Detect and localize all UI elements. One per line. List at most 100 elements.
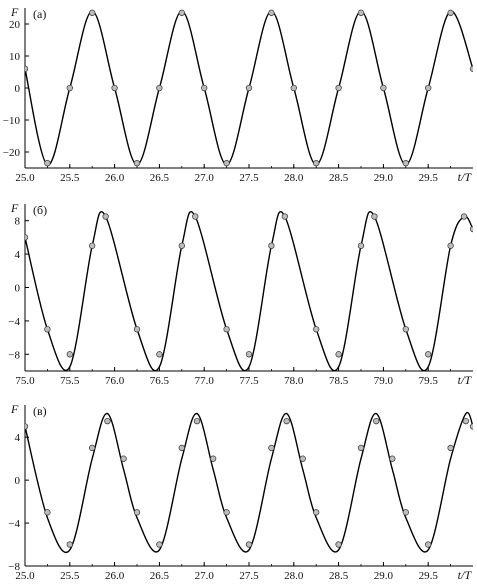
y-tick-label: −8	[8, 561, 20, 573]
y-tick-label: −8	[8, 349, 20, 361]
y-tick-label: 0	[15, 283, 21, 295]
x-tick-label: 27.5	[239, 570, 259, 582]
data-point	[335, 84, 342, 92]
y-tick-label: 0	[15, 83, 21, 95]
x-tick-label: 29.5	[419, 570, 439, 582]
data-point	[210, 455, 217, 462]
data-point	[389, 455, 396, 462]
data-point	[89, 242, 96, 249]
x-tick-label: 25.0	[15, 570, 35, 582]
x-tick-label: 26.5	[150, 570, 170, 582]
x-tick-label: 25.5	[60, 570, 80, 582]
data-point	[447, 444, 454, 452]
data-point	[44, 160, 51, 167]
x-tick-label: 28.5	[329, 172, 349, 184]
x-tick-label: 28.0	[284, 570, 304, 582]
data-point	[133, 509, 141, 516]
data-point	[313, 326, 320, 333]
data-point	[25, 423, 29, 430]
data-point	[447, 9, 454, 16]
x-axis-label: t/T	[458, 170, 473, 184]
data-point	[178, 242, 185, 249]
y-axis-label: F	[10, 402, 19, 416]
data-point	[290, 84, 297, 92]
data-point	[156, 84, 163, 92]
data-point	[223, 160, 230, 167]
data-point	[245, 541, 253, 548]
panel-label: (б)	[33, 203, 47, 217]
chart-panel-3: 25.0 25.5 26.0 26.5 27.0 27.5 28.0 28.5 29.0 29.5…	[8, 402, 473, 582]
data-point	[25, 234, 29, 241]
data-point	[425, 351, 432, 358]
data-point	[402, 160, 409, 167]
marker-series	[25, 9, 473, 167]
data-point	[89, 444, 96, 452]
x-tick-label: 77.5	[239, 375, 259, 387]
marker-series	[25, 417, 473, 548]
data-point	[178, 9, 185, 16]
data-point	[357, 9, 365, 16]
y-tick-label: −10	[3, 115, 21, 127]
data-point	[402, 509, 409, 516]
data-point	[133, 326, 141, 333]
x-tick-label: 26.0	[105, 570, 125, 582]
data-point	[373, 417, 380, 425]
data-point	[402, 326, 409, 333]
x-tick-label: 26.5	[150, 172, 170, 184]
x-tick-label: 76.5	[150, 375, 170, 387]
marker-series	[25, 213, 473, 358]
x-tick-label: 79.0	[374, 375, 394, 387]
data-point	[66, 84, 73, 92]
x-tick-label: 27.5	[239, 172, 259, 184]
x-tick-label: 79.5	[419, 375, 439, 387]
x-tick-label: 29.0	[374, 570, 394, 582]
x-tick-label: 25.0	[15, 172, 35, 184]
data-point	[469, 225, 473, 233]
y-axis-label: F	[10, 5, 19, 19]
x-tick-label: 27.0	[195, 172, 215, 184]
data-point	[460, 213, 468, 220]
data-point	[447, 242, 454, 249]
data-point	[425, 84, 432, 92]
x-axis-label: t/T	[458, 373, 473, 387]
data-point	[469, 423, 473, 430]
data-point	[156, 351, 163, 358]
data-point	[425, 541, 432, 548]
x-tick-label: 29.5	[419, 172, 439, 184]
data-point	[102, 213, 109, 220]
x-tick-label: 77.0	[195, 375, 215, 387]
x-tick-label: 28.0	[284, 172, 304, 184]
data-point	[193, 417, 201, 425]
x-tick-label: 28.5	[329, 570, 349, 582]
data-point	[44, 509, 51, 516]
data-point	[133, 160, 141, 167]
x-tick-label: 75.0	[15, 375, 35, 387]
data-point	[268, 444, 275, 452]
x-tick-label: 76.0	[105, 375, 125, 387]
data-point	[313, 160, 320, 167]
y-tick-label: −4	[8, 518, 20, 530]
data-point	[156, 541, 163, 548]
data-point	[66, 351, 73, 358]
data-point	[335, 351, 342, 358]
data-point	[299, 455, 306, 462]
chart-panel-2: 75.0 75.5 76.0 76.5 77.0 77.5 78.0 78.5 79.0 79.5…	[8, 201, 473, 387]
data-point	[357, 242, 365, 249]
y-tick-label: 0	[15, 475, 21, 487]
data-point	[268, 242, 275, 249]
data-point	[283, 417, 290, 425]
data-point	[66, 541, 73, 548]
x-tick-label: 78.5	[329, 375, 349, 387]
data-point	[371, 213, 378, 220]
x-tick-label: 27.0	[195, 570, 215, 582]
series-line	[25, 211, 473, 371]
y-tick-label: 4	[15, 432, 21, 444]
y-axis-label: F	[10, 201, 19, 215]
data-point	[104, 417, 111, 425]
y-tick-label: −20	[3, 147, 21, 159]
data-point	[469, 65, 473, 72]
data-point	[111, 84, 118, 92]
x-tick-label: 29.0	[374, 172, 394, 184]
data-point	[223, 326, 230, 333]
